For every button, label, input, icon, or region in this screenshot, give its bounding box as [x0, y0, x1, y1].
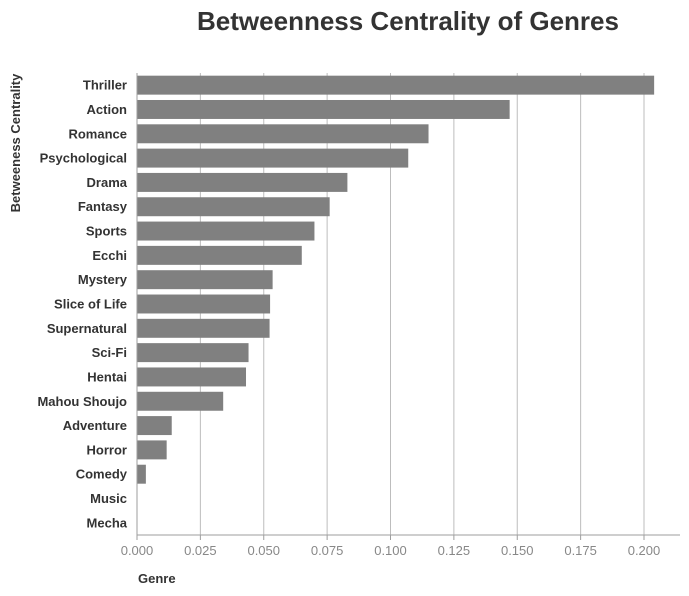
bar	[137, 464, 146, 484]
category-label: Thriller	[83, 78, 127, 93]
x-tick-label: 0.200	[628, 543, 661, 558]
bar	[137, 416, 172, 436]
category-label: Hentai	[87, 369, 127, 384]
category-label: Mahou Shoujo	[37, 394, 127, 409]
bars	[137, 75, 655, 484]
category-label: Comedy	[76, 467, 128, 482]
x-tick-label: 0.100	[374, 543, 407, 558]
category-label: Sci-Fi	[92, 345, 127, 360]
chart-title: Betweenness Centrality of Genres	[197, 6, 619, 36]
category-label: Drama	[87, 175, 128, 190]
bar	[137, 440, 167, 460]
bar	[137, 391, 224, 411]
bar	[137, 245, 302, 265]
bar	[137, 343, 249, 363]
bar	[137, 270, 273, 290]
category-label: Adventure	[63, 418, 127, 433]
category-label: Slice of Life	[54, 297, 127, 312]
category-label: Horror	[87, 442, 127, 457]
x-tick-label: 0.050	[247, 543, 280, 558]
bar	[137, 294, 271, 314]
category-label: Sports	[86, 224, 127, 239]
y-axis-title: Betweeness Centrality	[8, 73, 23, 212]
category-label: Romance	[68, 126, 127, 141]
category-label: Action	[87, 102, 128, 117]
category-label: Supernatural	[47, 321, 127, 336]
bar	[137, 318, 270, 338]
bar	[137, 99, 510, 119]
x-tick-label: 0.000	[121, 543, 154, 558]
x-tick-labels: 0.000 0.025 0.050 0.075 0.100 0.125 0.150 0.175…	[121, 535, 661, 558]
category-labels: Thriller Action Romance Psychological Drama F…	[37, 78, 127, 531]
category-label: Mystery	[78, 272, 128, 287]
x-tick-label: 0.075	[311, 543, 344, 558]
x-axis-title: Genre	[138, 571, 176, 586]
bar	[137, 172, 348, 192]
x-tick-label: 0.025	[184, 543, 217, 558]
category-label: Music	[90, 491, 127, 506]
category-label: Fantasy	[78, 199, 128, 214]
category-label: Psychological	[40, 151, 127, 166]
bar	[137, 148, 409, 168]
x-tick-label: 0.150	[501, 543, 534, 558]
bar	[137, 367, 247, 387]
category-label: Mecha	[87, 515, 128, 530]
x-tick-label: 0.175	[564, 543, 597, 558]
category-label: Ecchi	[92, 248, 127, 263]
bar	[137, 75, 655, 95]
bar	[137, 197, 330, 217]
bar	[137, 124, 429, 144]
bar	[137, 221, 315, 241]
x-tick-label: 0.125	[438, 543, 471, 558]
